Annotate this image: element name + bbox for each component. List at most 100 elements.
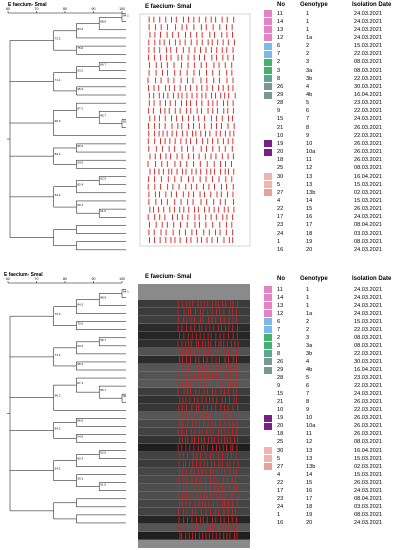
- node-similarity-label: 61.5: [100, 209, 106, 213]
- genotype-color-swatch: [264, 463, 272, 471]
- genotype-cell: 8: [306, 124, 310, 131]
- column-header-date: Isolation Date: [352, 2, 392, 8]
- node-similarity-label: 59.1: [77, 203, 83, 207]
- isolation-date-cell: 08.03.2021: [354, 511, 382, 518]
- isolate-number: 27: [277, 189, 284, 196]
- genotype-color-swatch: [264, 67, 272, 75]
- column-header-genotype: Genotype: [300, 2, 328, 8]
- isolation-date-cell: 24.03.2021: [354, 302, 382, 309]
- isolation-date-cell: 15.03.2021: [354, 43, 382, 50]
- gel-lane: [138, 420, 250, 428]
- genotype-color-swatch: [264, 50, 272, 58]
- isolation-date-cell: 26.03.2021: [354, 415, 382, 422]
- node-similarity-label: 54.2: [55, 467, 61, 471]
- node-similarity-label: 84.2: [55, 152, 61, 156]
- isolate-number: 21: [277, 399, 284, 406]
- isolation-date-cell: 24.03.2021: [354, 34, 382, 41]
- genotype-cell: 9: [306, 132, 310, 139]
- genotype-cell: 12: [306, 165, 313, 172]
- genotype-color-swatch: [264, 26, 272, 34]
- gel-lanes: [138, 284, 250, 548]
- dendrogram: 60 70 80 90 100 94.1 88.9 84.2 75.0 73.3 66.7 63.2 9…: [6, 277, 129, 524]
- isolate-number: 13: [277, 302, 284, 309]
- isolation-date-cell: 24.03.2021: [354, 116, 382, 123]
- genotype-cell: 5: [306, 375, 310, 382]
- node-similarity-label: 60: [123, 394, 127, 398]
- isolation-date-cell: 30.03.2021: [354, 358, 382, 365]
- isolate-number: 18: [277, 431, 284, 438]
- dendrogram-title: E faecium- SmaI: [8, 2, 47, 8]
- scale-tick-label: 60: [6, 277, 10, 281]
- genotype-cell: 4: [306, 83, 310, 90]
- genotype-cell: 13: [306, 173, 313, 180]
- isolate-number: 29: [277, 367, 284, 373]
- isolation-date-cell: 15.03.2021: [354, 455, 382, 462]
- isolate-number: 3: [277, 67, 281, 74]
- isolate-number: 7: [277, 51, 281, 58]
- isolation-date-cell: 08.04.2021: [354, 222, 382, 229]
- isolation-date-cell: 26.03.2021: [354, 140, 382, 147]
- isolation-date-cell: 24.03.2021: [354, 214, 382, 221]
- genotype-cell: 10a: [306, 149, 316, 156]
- isolate-number: 15: [277, 391, 284, 398]
- isolation-date-cell: 15.03.2021: [354, 181, 382, 188]
- genotype-cell: 3: [306, 59, 310, 66]
- isolation-date-cell: 22.03.2021: [354, 350, 382, 357]
- node-similarity-label: 87.1: [77, 381, 83, 385]
- isolate-number: 20: [277, 423, 284, 430]
- column-header-date: Isolation Date: [352, 276, 392, 282]
- isolation-date-cell: 16.04.2021: [354, 92, 382, 98]
- node-similarity-label: 54.2: [55, 193, 61, 197]
- genotype-cell: 2: [306, 318, 310, 325]
- isolate-number: 24: [277, 503, 284, 510]
- genotype-color-swatch: [264, 447, 272, 454]
- node-similarity-label: 62.5: [100, 177, 106, 181]
- isolate-number: 22: [277, 479, 284, 486]
- isolate-number: 2: [277, 59, 281, 66]
- isolation-date-cell: 26.03.2021: [354, 206, 382, 213]
- isolate-number: 1: [277, 238, 281, 245]
- genotype-cell: 5: [306, 100, 310, 107]
- node-similarity-label: 82.4: [77, 183, 83, 187]
- isolation-date-cell: 22.03.2021: [354, 407, 382, 414]
- isolation-date-cell: 26.03.2021: [354, 149, 382, 156]
- genotype-cell: 20: [306, 519, 313, 526]
- isolate-number: 17: [277, 487, 284, 494]
- genotype-cell: 2: [306, 51, 310, 58]
- genotype-cell: 15: [306, 206, 313, 213]
- isolation-date-cell: 26.03.2021: [354, 157, 382, 164]
- scale-tick-label: 90: [92, 7, 96, 11]
- isolation-date-cell: 22.03.2021: [354, 132, 382, 139]
- genotype-color-swatch: [264, 18, 272, 26]
- node-similarity-label: 63.2: [77, 69, 83, 73]
- node-similarity-label: 86.5: [77, 144, 83, 148]
- isolate-number: 10: [277, 132, 284, 139]
- gel-lane: [138, 532, 250, 540]
- genotype-cell: 13b: [306, 463, 316, 470]
- gel-lane: [138, 348, 250, 356]
- genotype-color-swatch: [264, 58, 272, 66]
- genotype-color-swatch: [264, 42, 272, 50]
- isolate-number: 15: [277, 116, 284, 123]
- gel-lane: [138, 516, 250, 524]
- isolation-date-cell: 15.03.2021: [354, 471, 382, 478]
- isolate-number: 21: [277, 124, 284, 131]
- genotype-cell: 11: [306, 431, 312, 438]
- isolate-number: 28: [277, 375, 284, 382]
- genotype-cell: 1a: [306, 310, 313, 317]
- genotype-color-swatch: [264, 422, 272, 430]
- isolate-number: 8: [277, 75, 281, 82]
- node-similarity-label: 94.1: [123, 14, 129, 18]
- gel-lane: [138, 460, 250, 468]
- dendrogram-title: E faecium- SmaI: [4, 272, 43, 278]
- isolation-date-cell: 22.03.2021: [354, 326, 382, 333]
- gel-lane: [138, 436, 250, 444]
- scale-tick-label: 100: [119, 7, 125, 11]
- node-similarity-label: 54.5: [77, 434, 83, 438]
- genotype-color-swatch: [264, 350, 272, 358]
- isolate-number: 11: [277, 10, 283, 17]
- genotype-color-swatch: [264, 10, 272, 17]
- isolation-date-cell: 24.03.2021: [354, 487, 382, 494]
- isolate-number: 9: [277, 108, 281, 115]
- gel-lane: [138, 300, 250, 308]
